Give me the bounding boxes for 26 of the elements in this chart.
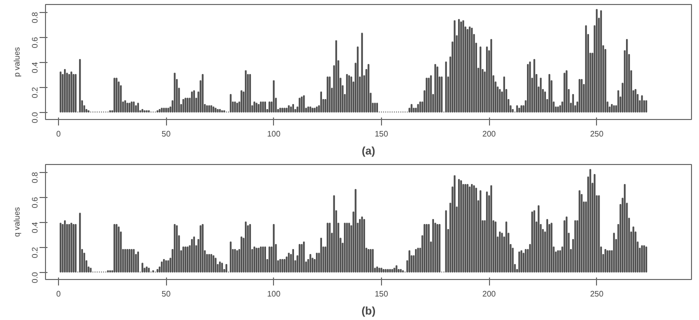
x-tick-label: 200 bbox=[482, 130, 496, 138]
y-axis-title: p values bbox=[12, 47, 22, 77]
y-tick-label: 0.8 bbox=[30, 11, 40, 24]
x-tick-label: 250 bbox=[590, 130, 604, 138]
y-tick-label: 0.2 bbox=[30, 246, 40, 258]
x-tick-label: 100 bbox=[267, 290, 281, 298]
x-tick-label: 200 bbox=[482, 290, 496, 298]
x-axis-title: (b) bbox=[361, 306, 376, 318]
y-tick-label: 0.0 bbox=[30, 271, 40, 284]
x-tick-label: 0 bbox=[56, 290, 62, 298]
x-tick-label: 0 bbox=[56, 130, 62, 138]
x-tick-label: 150 bbox=[374, 130, 389, 138]
x-tick-label: 50 bbox=[162, 290, 172, 298]
x-tick-label: 50 bbox=[162, 130, 172, 138]
x-tick-label: 100 bbox=[267, 130, 281, 138]
y-tick-label: 0.8 bbox=[30, 171, 40, 184]
x-tick-label: 150 bbox=[374, 290, 389, 298]
y-tick-label: 0.6 bbox=[30, 36, 40, 48]
x-tick-label: 250 bbox=[590, 290, 604, 298]
x-axis-title: (a) bbox=[362, 146, 376, 158]
y-tick-label: 0.4 bbox=[30, 221, 40, 234]
y-tick-label: 0.0 bbox=[30, 111, 40, 124]
y-axis-title: q values bbox=[12, 207, 22, 237]
y-tick-label: 0.4 bbox=[30, 61, 40, 74]
y-tick-label: 0.2 bbox=[30, 86, 40, 98]
y-tick-label: 0.6 bbox=[30, 196, 40, 208]
